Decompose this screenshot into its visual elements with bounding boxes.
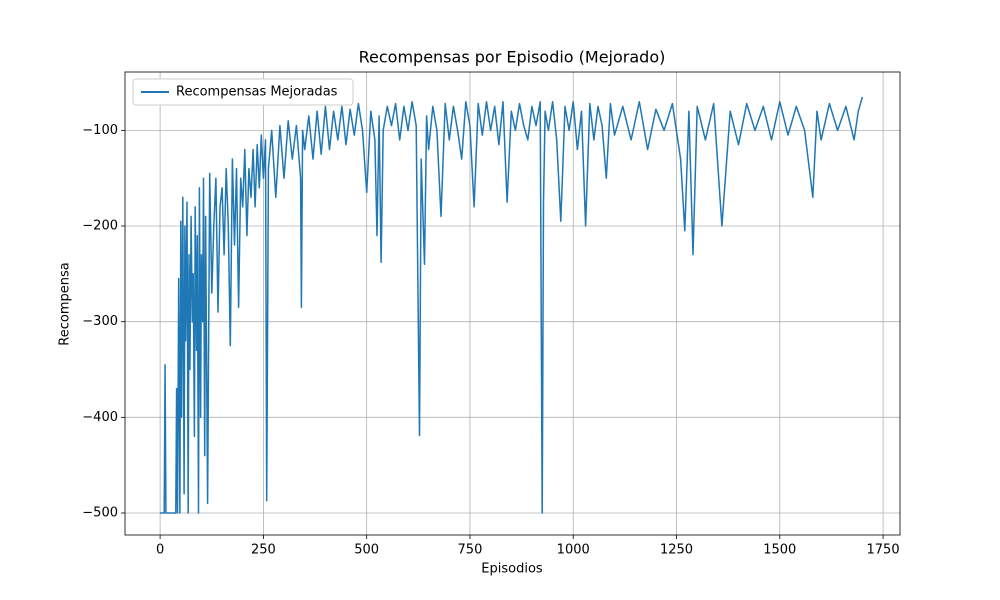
y-tick-label: −400: [82, 410, 118, 425]
x-tick-label: 500: [354, 543, 379, 558]
y-tick-label: −100: [82, 123, 118, 138]
legend-box: [132, 78, 354, 106]
x-tick-label: 0: [156, 543, 164, 558]
y-tick-label: −300: [82, 314, 118, 329]
x-tick-label: 1500: [763, 543, 796, 558]
y-axis-label: Recompensa: [58, 262, 73, 345]
x-tick-label: 1750: [867, 543, 900, 558]
y-tick-label: −200: [82, 219, 118, 234]
x-tick-label: 250: [251, 543, 276, 558]
legend-label: Recompensas Mejoradas: [176, 85, 338, 100]
y-tick-label: −500: [82, 505, 118, 520]
legend: Recompensas Mejoradas: [132, 78, 354, 106]
x-tick-label: 750: [458, 543, 483, 558]
chart-title: Recompensas por Episodio (Mejorado): [359, 48, 666, 67]
x-tick-label: 1000: [557, 543, 590, 558]
x-axis-label: Episodios: [481, 562, 543, 577]
series-line: [160, 96, 864, 514]
x-tick-label: 1250: [660, 543, 693, 558]
plot-frame: [124, 71, 901, 536]
